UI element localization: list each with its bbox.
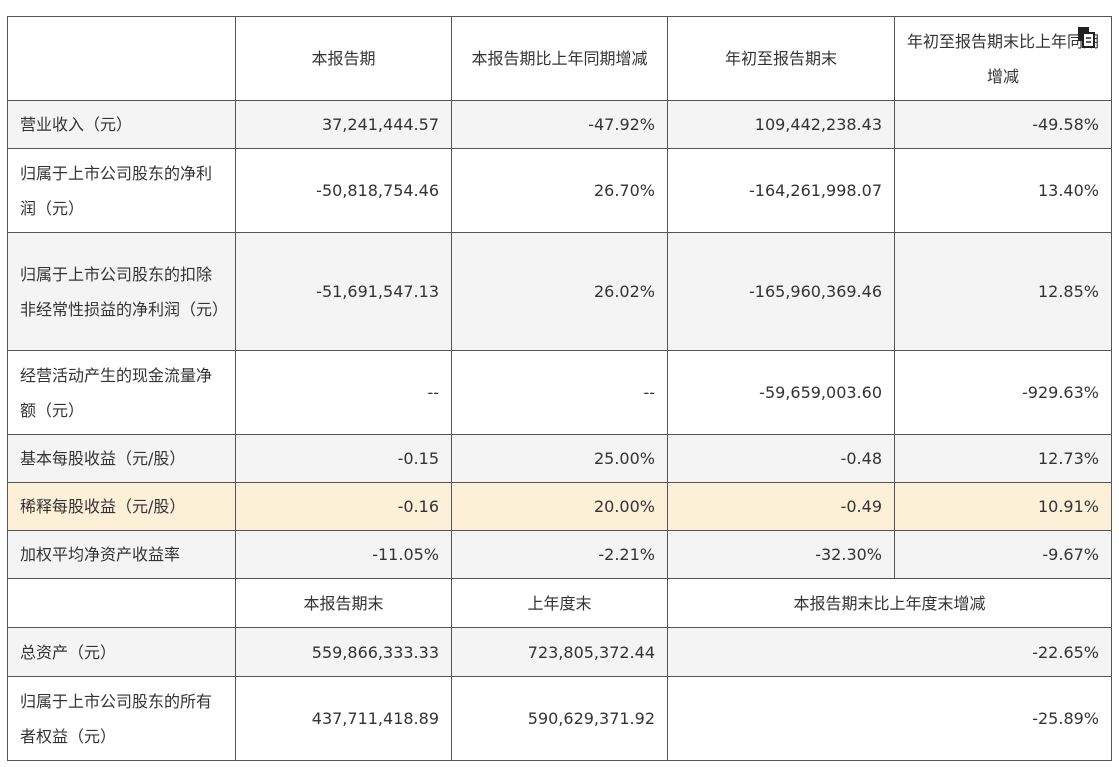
row-value: -9.67% — [894, 530, 1112, 579]
table-row: 总资产（元） 559,866,333.33 723,805,372.44 -22… — [7, 627, 1112, 677]
subheader-prior-year-end: 上年度末 — [451, 578, 668, 628]
table-row: 经营活动产生的现金流量净额（元） -- -- -59,659,003.60 -9… — [7, 350, 1112, 435]
subheader-period-end: 本报告期末 — [235, 578, 452, 628]
row-value: 109,442,238.43 — [667, 100, 895, 149]
row-value: -165,960,369.46 — [667, 232, 895, 351]
row-label: 总资产（元） — [7, 627, 236, 677]
header-ytd-yoy: 年初至报告期末比上年同期增减 — [894, 16, 1112, 101]
row-label: 归属于上市公司股东的所有者权益（元） — [7, 676, 236, 761]
header-current-period-yoy: 本报告期比上年同期增减 — [451, 16, 668, 101]
row-value: 20.00% — [451, 482, 668, 531]
row-value: -51,691,547.13 — [235, 232, 452, 351]
row-value: 25.00% — [451, 434, 668, 483]
header-blank-cell — [7, 16, 236, 101]
row-value: -164,261,998.07 — [667, 148, 895, 233]
table-row: 归属于上市公司股东的所有者权益（元） 437,711,418.89 590,62… — [7, 676, 1112, 761]
row-value: 26.02% — [451, 232, 668, 351]
row-value: -49.58% — [894, 100, 1112, 149]
row-value: -2.21% — [451, 530, 668, 579]
row-label-text: 经营活动产生的现金流量净额（元） — [20, 365, 213, 420]
row-value: -- — [235, 350, 452, 435]
row-value: 12.85% — [894, 232, 1112, 351]
row-label: 归属于上市公司股东的净利润（元） — [7, 148, 236, 233]
header-ytd-yoy-text: 年初至报告期末比上年同期增减 — [907, 31, 1100, 86]
row-label: 经营活动产生的现金流量净额（元） — [7, 350, 236, 435]
header-current-period: 本报告期 — [235, 16, 452, 101]
row-value: -59,659,003.60 — [667, 350, 895, 435]
row-value: 10.91% — [894, 482, 1112, 531]
row-value: -47.92% — [451, 100, 668, 149]
table-row: 加权平均净资产收益率 -11.05% -2.21% -32.30% -9.67% — [7, 530, 1112, 579]
row-value: 437,711,418.89 — [235, 676, 452, 761]
subheader-blank-cell — [7, 578, 236, 628]
row-label-text: 归属于上市公司股东的扣除非经常性损益的净利润（元） — [20, 264, 229, 319]
row-value: 559,866,333.33 — [235, 627, 452, 677]
table-row: 营业收入（元） 37,241,444.57 -47.92% 109,442,23… — [7, 100, 1112, 149]
row-value: -0.16 — [235, 482, 452, 531]
row-value: -929.63% — [894, 350, 1112, 435]
row-label-text: 归属于上市公司股东的净利润（元） — [20, 163, 213, 218]
row-value: -- — [451, 350, 668, 435]
row-value: 26.70% — [451, 148, 668, 233]
table-row: 归属于上市公司股东的净利润（元） -50,818,754.46 26.70% -… — [7, 148, 1112, 233]
table-row: 基本每股收益（元/股） -0.15 25.00% -0.48 12.73% — [7, 434, 1112, 483]
copy-icon[interactable] — [1075, 26, 1097, 48]
row-label: 稀释每股收益（元/股） — [7, 482, 236, 531]
row-label: 归属于上市公司股东的扣除非经常性损益的净利润（元） — [7, 232, 236, 351]
row-value: 13.40% — [894, 148, 1112, 233]
row-label-text: 归属于上市公司股东的所有者权益（元） — [20, 691, 213, 746]
financial-table: 本报告期 本报告期比上年同期增减 年初至报告期末 年初至报告期末比上年同期增减 … — [7, 16, 1112, 761]
table-header-row: 本报告期 本报告期比上年同期增减 年初至报告期末 年初至报告期末比上年同期增减 — [7, 16, 1112, 101]
row-label: 加权平均净资产收益率 — [7, 530, 236, 579]
table-row-highlighted: 稀释每股收益（元/股） -0.16 20.00% -0.49 10.91% — [7, 482, 1112, 531]
row-value: -25.89% — [667, 676, 1112, 761]
row-value: -0.15 — [235, 434, 452, 483]
row-value: -0.48 — [667, 434, 895, 483]
subheader-change: 本报告期末比上年度末增减 — [667, 578, 1112, 628]
header-ytd: 年初至报告期末 — [667, 16, 895, 101]
row-value: -22.65% — [667, 627, 1112, 677]
row-value: -50,818,754.46 — [235, 148, 452, 233]
row-label: 基本每股收益（元/股） — [7, 434, 236, 483]
table-row: 归属于上市公司股东的扣除非经常性损益的净利润（元） -51,691,547.13… — [7, 232, 1112, 351]
row-value: 723,805,372.44 — [451, 627, 668, 677]
row-value: 590,629,371.92 — [451, 676, 668, 761]
row-value: -11.05% — [235, 530, 452, 579]
row-value: -32.30% — [667, 530, 895, 579]
table-subheader-row: 本报告期末 上年度末 本报告期末比上年度末增减 — [7, 578, 1112, 628]
row-label: 营业收入（元） — [7, 100, 236, 149]
row-value: 37,241,444.57 — [235, 100, 452, 149]
row-value: -0.49 — [667, 482, 895, 531]
row-value: 12.73% — [894, 434, 1112, 483]
